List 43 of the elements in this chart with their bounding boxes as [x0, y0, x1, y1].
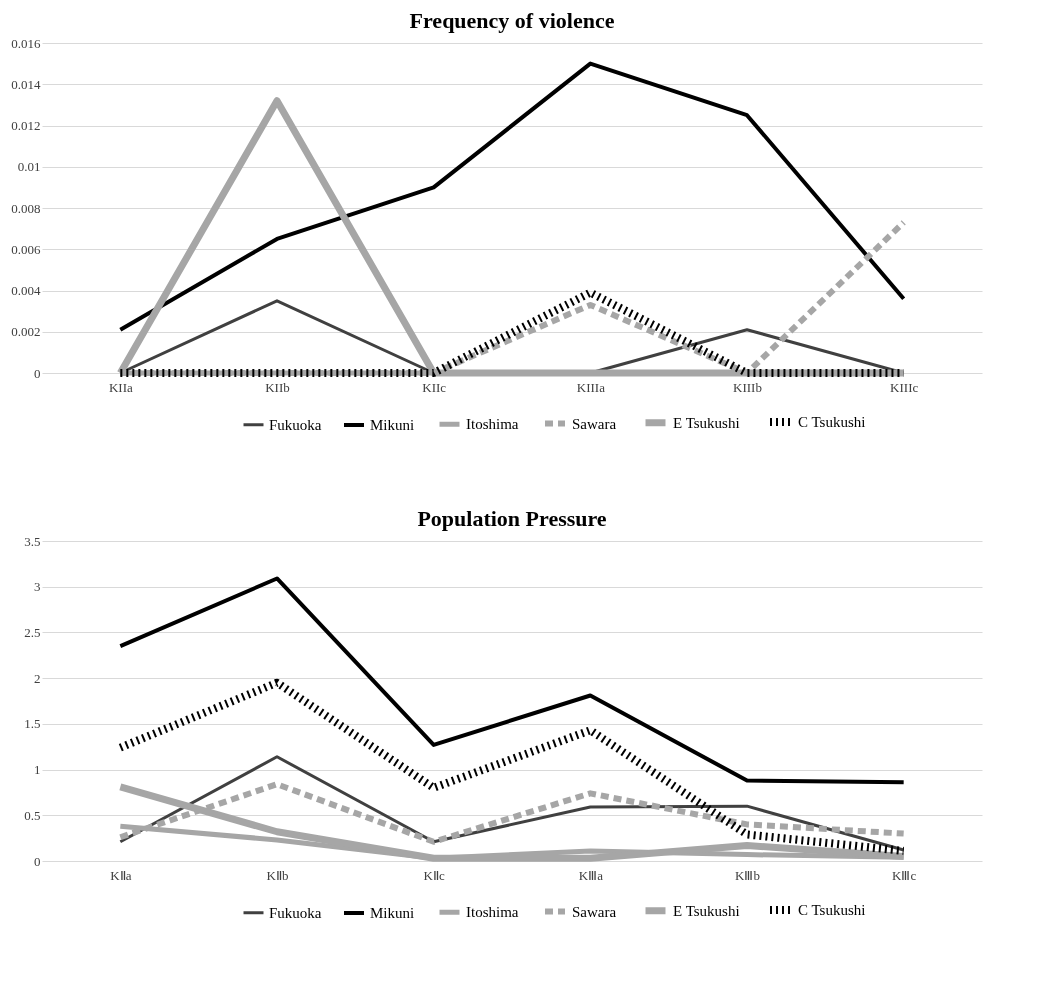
y-tick-label: 0.008 — [11, 200, 41, 216]
y-tick-label: 0.004 — [11, 283, 41, 298]
x-tick-label: KⅢa — [578, 867, 604, 883]
x-tick-label: KⅢc — [892, 867, 917, 883]
x-tick-label: KⅡc — [423, 867, 445, 883]
y-tick-label: 3 — [34, 579, 41, 595]
x-tick-label: KIIb — [265, 379, 290, 395]
y-tick-label: 2 — [34, 670, 41, 686]
x-tick-label: KIIc — [422, 379, 447, 395]
legend-label: Sawara — [572, 903, 617, 920]
chart-title: Frequency of violence — [409, 8, 615, 33]
legend-label: Itoshima — [466, 416, 519, 433]
y-tick-label: 0 — [34, 853, 41, 869]
y-tick-label: 0 — [34, 365, 41, 381]
x-tick-label: KIIa — [108, 379, 133, 395]
x-tick-label: KⅡb — [266, 867, 289, 883]
legend-label: Mikuni — [370, 905, 415, 921]
legend-label: Mikuni — [370, 417, 415, 433]
y-tick-label: 0.006 — [11, 241, 41, 257]
y-tick-label: 0.012 — [11, 118, 41, 133]
x-tick-label: KIIIb — [733, 379, 762, 395]
legend-label: Itoshima — [466, 904, 519, 921]
y-tick-label: 1 — [34, 762, 41, 778]
legend-label: C Tsukushi — [798, 902, 866, 918]
legend-label: E Tsukushi — [673, 902, 740, 919]
y-tick-label: 0.01 — [17, 159, 41, 175]
legend-label: Fukuoka — [269, 416, 322, 433]
chart-title: Population Pressure — [417, 506, 607, 531]
x-tick-label: KⅡa — [110, 867, 132, 883]
legend-label: C Tsukushi — [798, 414, 866, 430]
y-tick-label: 3.5 — [24, 533, 41, 549]
y-tick-label: 0.016 — [11, 35, 41, 51]
legend-label: Fukuoka — [269, 904, 322, 921]
x-tick-label: KIIIa — [576, 379, 606, 395]
y-tick-label: 1.5 — [24, 716, 41, 732]
x-tick-label: KⅢb — [735, 867, 760, 883]
legend-label: Sawara — [572, 415, 617, 432]
x-tick-label: KIIIc — [890, 379, 919, 395]
y-tick-label: 2.5 — [24, 624, 41, 640]
y-tick-label: 0.5 — [24, 807, 41, 823]
y-tick-label: 0.002 — [11, 324, 41, 340]
y-tick-label: 0.014 — [11, 76, 41, 92]
legend-label: E Tsukushi — [673, 414, 740, 431]
